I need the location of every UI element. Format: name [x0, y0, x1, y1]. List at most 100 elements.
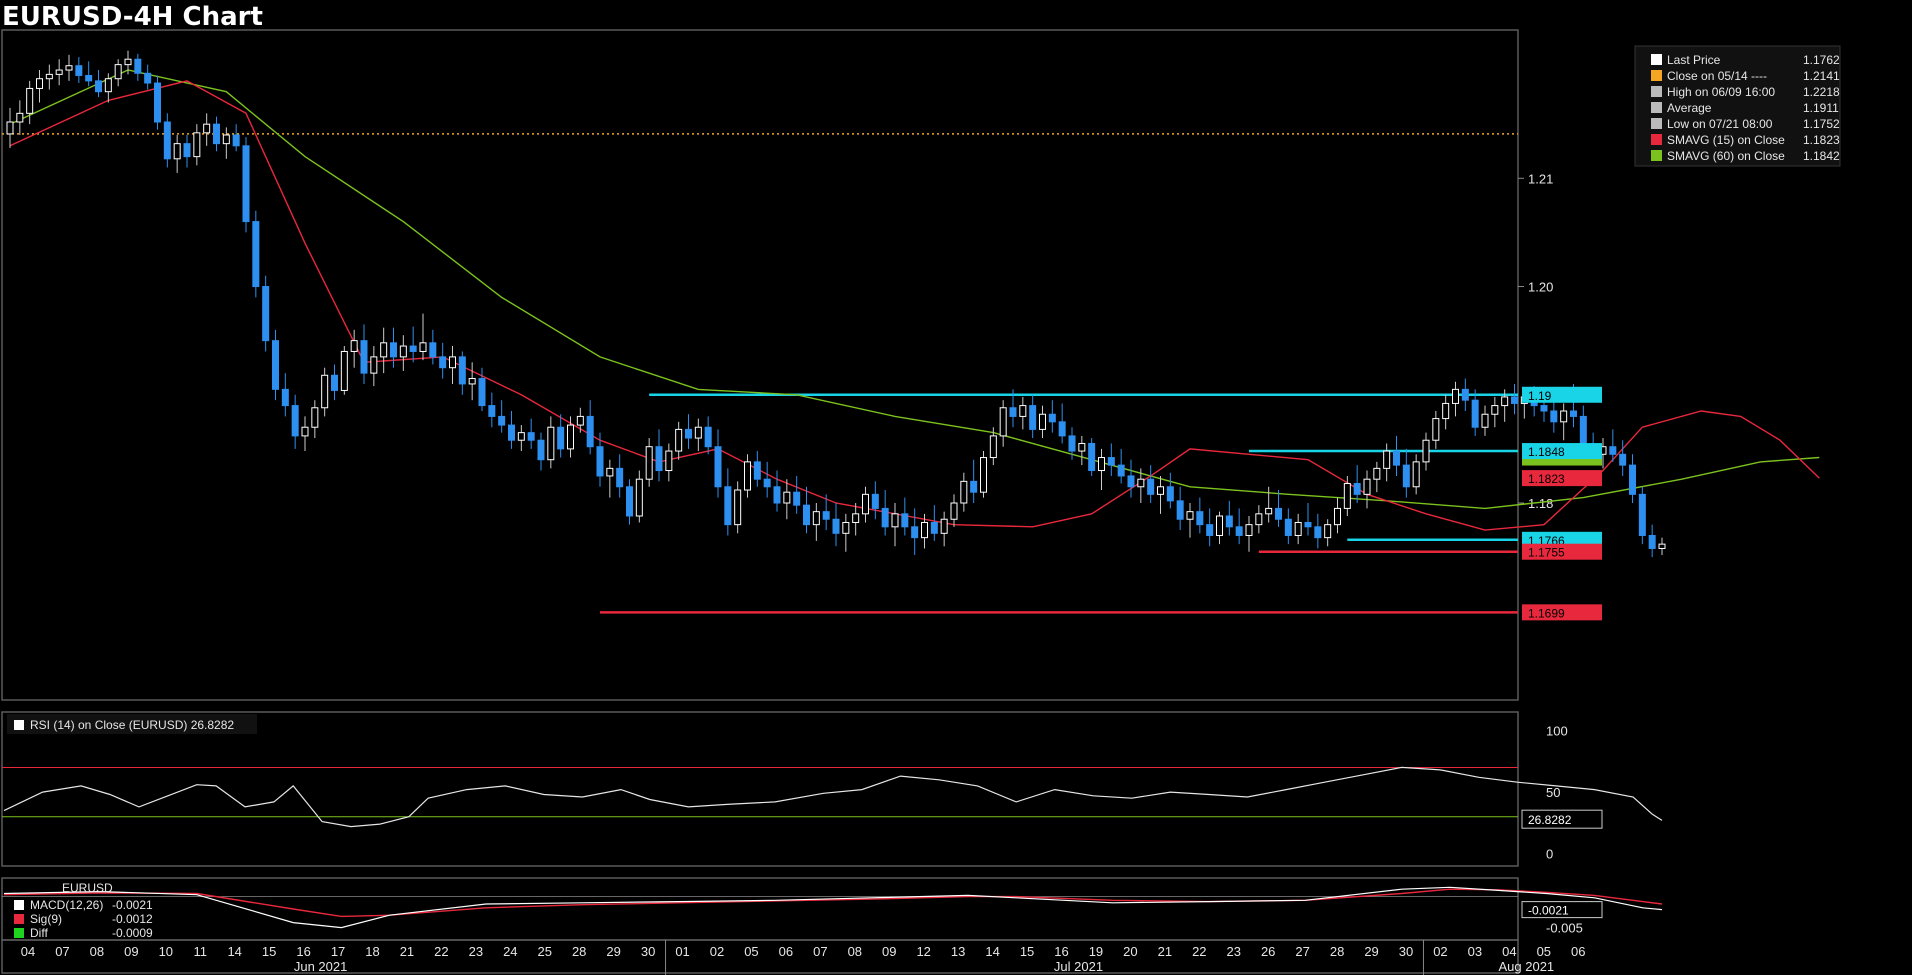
macd-value: -0.0012	[112, 912, 153, 926]
candle-body	[645, 446, 653, 480]
candle-body	[1294, 521, 1302, 536]
candle-body	[370, 356, 378, 374]
candle-body	[734, 489, 742, 526]
candle-body	[517, 432, 525, 441]
candle-body	[183, 143, 191, 158]
candle-body	[1196, 511, 1204, 526]
x-day-label: 08	[848, 944, 862, 959]
candle-body	[1442, 402, 1450, 420]
candle-body	[124, 58, 132, 66]
candle-body	[114, 64, 122, 80]
legend-swatch	[1651, 150, 1662, 161]
macd-value: -0.0009	[112, 926, 153, 940]
x-day-label: 07	[813, 944, 827, 959]
candle-body	[1275, 507, 1282, 520]
x-day-label: 06	[1571, 944, 1585, 959]
candle-body	[980, 457, 987, 493]
candle-body	[665, 450, 673, 472]
candle-body	[694, 426, 702, 439]
candle-body	[272, 340, 279, 390]
candle-body	[1098, 457, 1105, 472]
candle-body	[832, 518, 840, 534]
candle-body	[1570, 410, 1577, 417]
x-day-label: 04	[1502, 944, 1516, 959]
candle-body	[1461, 388, 1469, 401]
candle-body	[478, 378, 486, 407]
level-tag-bg	[1522, 543, 1602, 560]
candle-body	[655, 446, 663, 472]
price-tick-label: 1.18	[1528, 496, 1553, 511]
x-day-label: 12	[916, 944, 930, 959]
candle-body	[419, 342, 427, 352]
candle-body	[36, 78, 43, 89]
macd-label: MACD(12,26)	[30, 898, 103, 912]
candle-body	[1314, 526, 1322, 539]
level-tag: 1.1848	[1528, 445, 1565, 459]
rsi-label-box	[7, 714, 257, 734]
candle-body	[773, 486, 781, 504]
candle-body	[1058, 421, 1066, 437]
candle-body	[1137, 478, 1145, 488]
x-day-label: 28	[1330, 944, 1344, 959]
x-day-label: 21	[400, 944, 414, 959]
price-panel-frame	[1, 29, 1519, 701]
candle-body	[763, 478, 771, 488]
x-day-label: 22	[1192, 944, 1206, 959]
candle-body	[1176, 500, 1184, 520]
macd-line	[3, 886, 1663, 929]
candle-body	[104, 78, 112, 93]
candle-body	[989, 435, 997, 459]
legend-label: SMAVG (15) on Close	[1667, 133, 1785, 147]
macd-swatch	[14, 900, 24, 910]
legend-box	[1634, 45, 1841, 167]
candle-body	[714, 446, 722, 488]
candle-body	[1235, 526, 1243, 536]
ma-value-tag-bg	[1522, 470, 1602, 487]
rsi-panel-frame	[1, 711, 1519, 867]
candle-body	[1560, 410, 1568, 423]
candle-body	[921, 521, 928, 539]
candle-body	[635, 478, 643, 517]
ma-value-tag: 1.1823	[1528, 472, 1565, 486]
candle-body	[1452, 388, 1459, 404]
macd-tick-label: -0.005	[1546, 921, 1583, 936]
candle-body	[537, 439, 545, 461]
candle-body	[1225, 515, 1233, 528]
x-day-label: 22	[434, 944, 448, 959]
x-day-label: 05	[744, 944, 758, 959]
x-day-label: 02	[1433, 944, 1447, 959]
macd-label: Sig(9)	[30, 912, 62, 926]
candle-body	[812, 511, 820, 526]
candle-body	[1658, 543, 1666, 549]
x-day-label: 03	[1468, 944, 1482, 959]
macd-label: Diff	[30, 926, 48, 940]
candle-body	[783, 491, 791, 504]
x-month-label: Aug 2021	[1499, 959, 1555, 974]
candle-body	[1619, 453, 1627, 466]
candle-body	[331, 374, 338, 391]
legend-swatch	[1651, 102, 1662, 113]
candle-body	[163, 121, 171, 160]
candle-body	[1039, 413, 1046, 430]
candle-body	[360, 340, 368, 374]
legend-label: SMAVG (60) on Close	[1667, 149, 1785, 163]
candle-body	[252, 221, 260, 288]
candle-body	[1383, 450, 1391, 469]
candle-body	[1048, 413, 1056, 423]
candle-body	[616, 467, 624, 488]
candle-body	[940, 518, 948, 534]
candle-body	[567, 424, 574, 450]
candle-body	[380, 342, 388, 358]
candle-body	[508, 424, 515, 441]
candle-body	[232, 134, 240, 147]
candle-body	[262, 286, 270, 342]
candle-body	[1638, 493, 1646, 536]
candle-body	[999, 407, 1007, 437]
candle-body	[439, 356, 447, 369]
candle-body	[1481, 413, 1489, 428]
x-day-label: 11	[194, 944, 208, 959]
candle-body	[1216, 515, 1223, 536]
rsi-line	[3, 766, 1663, 828]
candle-body	[1393, 450, 1400, 466]
